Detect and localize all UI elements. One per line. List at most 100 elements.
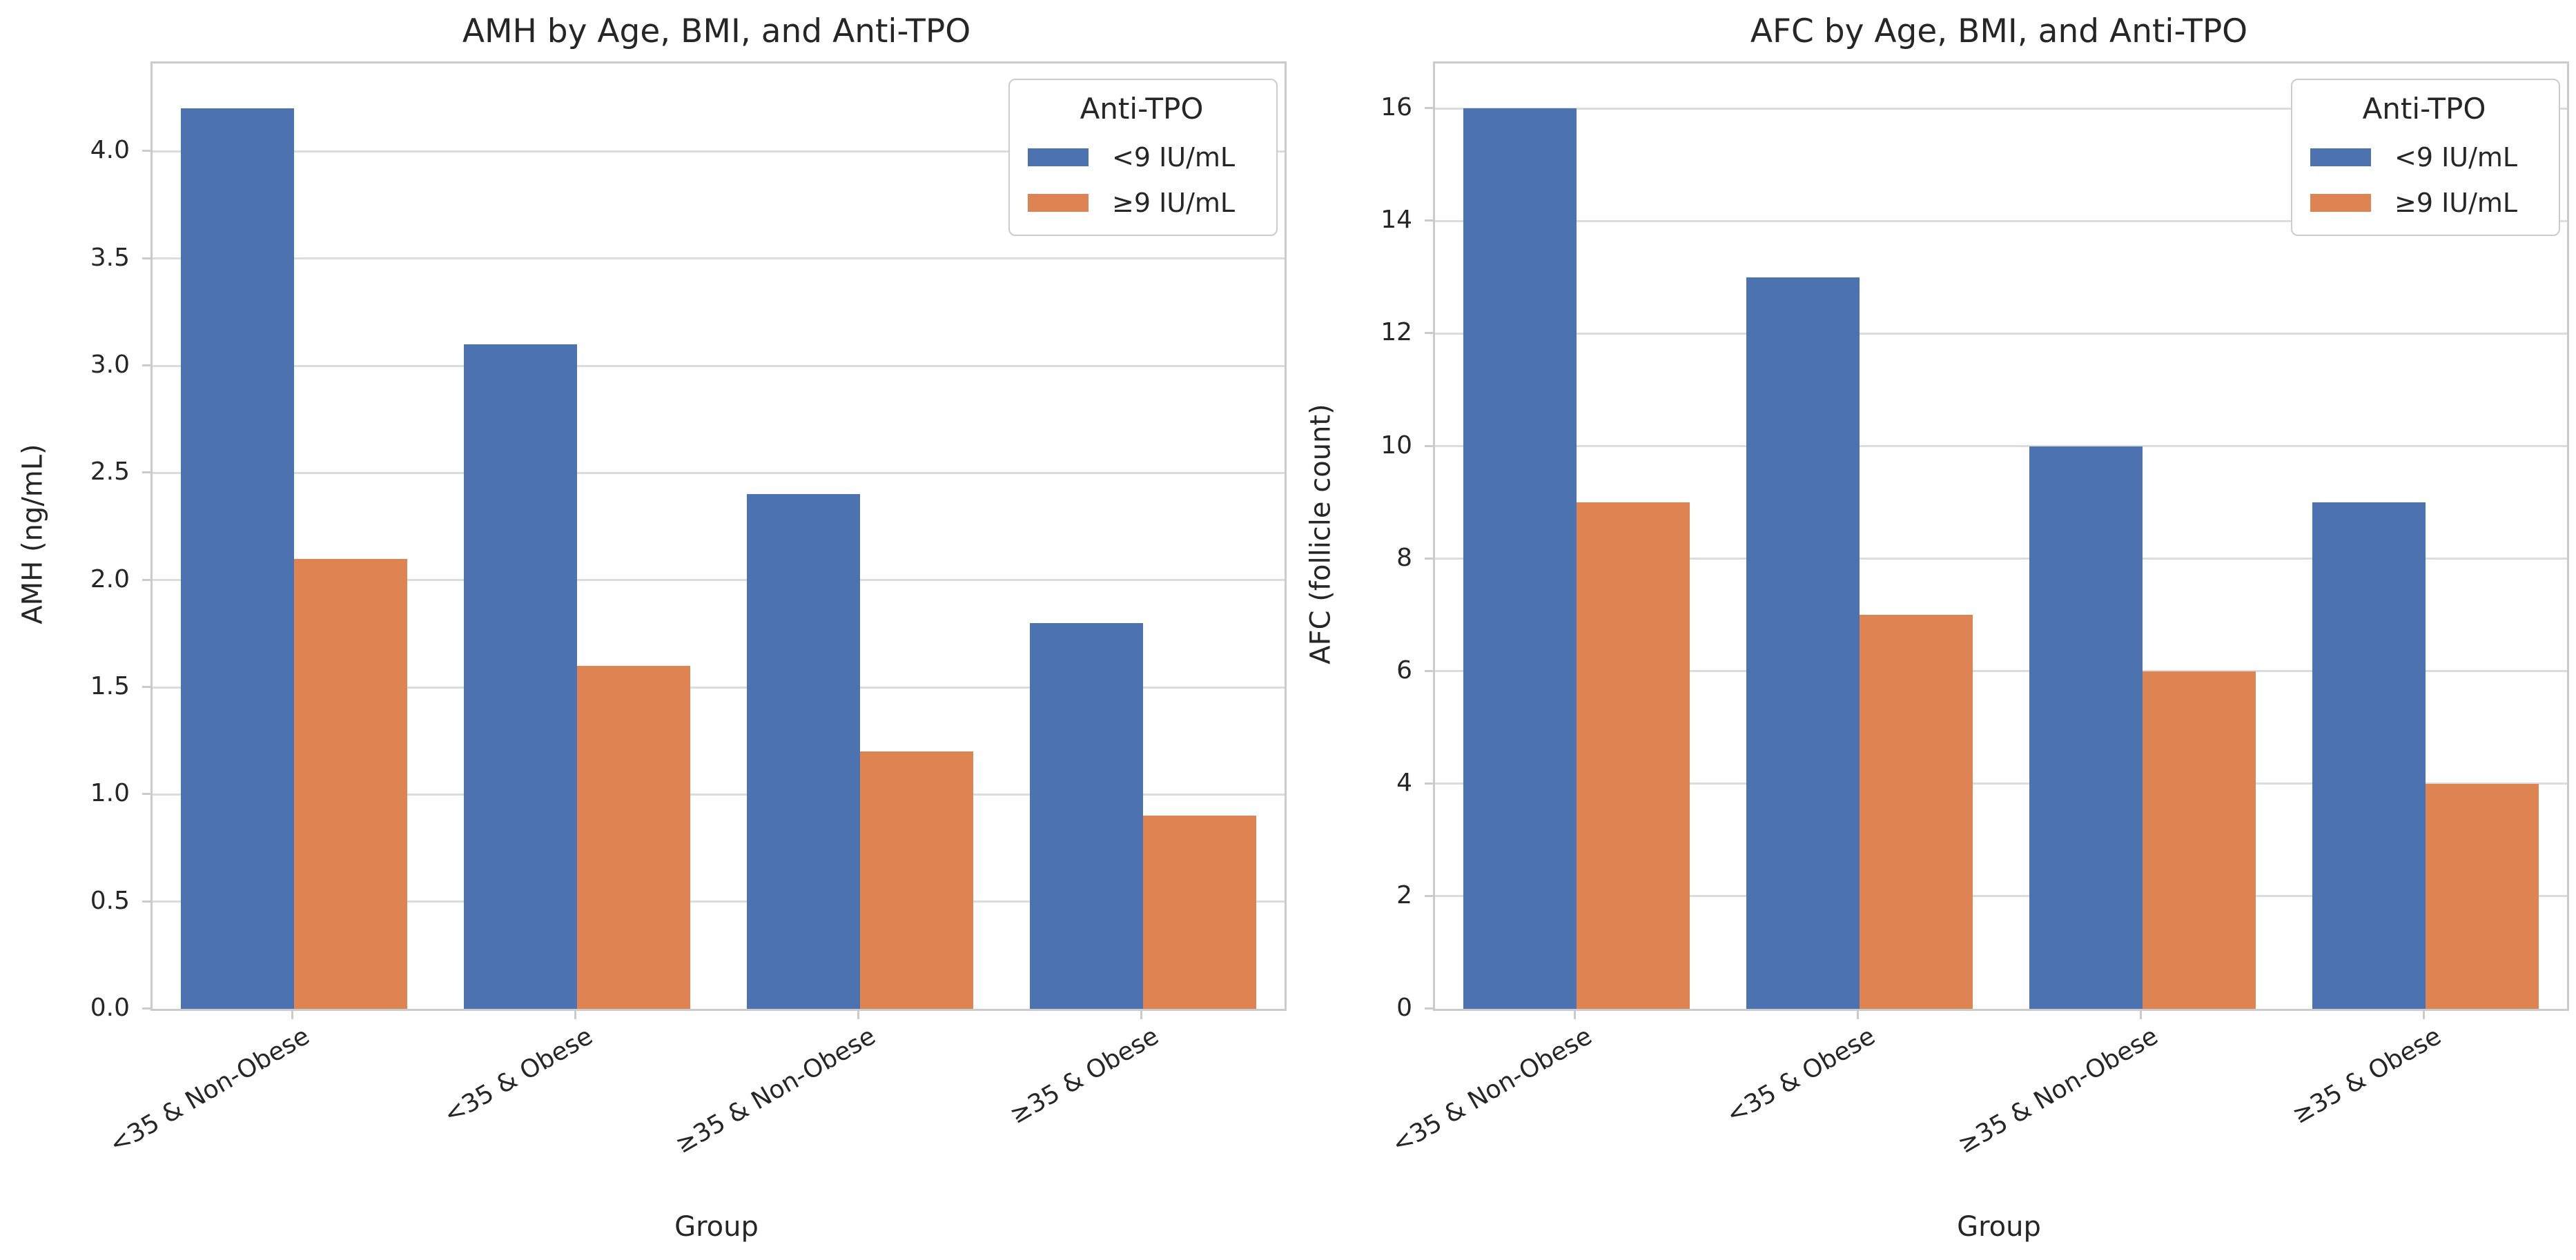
gridline — [153, 364, 1285, 367]
bar — [1746, 277, 1860, 1009]
y-tick-label: 4 — [1396, 768, 1412, 797]
y-tick-label: 14 — [1380, 206, 1412, 235]
bar — [294, 558, 407, 1009]
x-axis-label: Group — [674, 1211, 759, 1243]
legend-swatch-blue — [1028, 148, 1089, 166]
y-tick-label: 1.5 — [90, 672, 130, 700]
bar — [1860, 615, 1973, 1009]
y-tick-label: 12 — [1380, 318, 1412, 347]
gridline — [1435, 219, 2567, 222]
plot-area: Anti-TPO <9 IU/mL ≥9 IU/mL — [150, 61, 1287, 1011]
y-tick-label: 16 — [1380, 93, 1412, 122]
y-tick-label: 6 — [1396, 656, 1412, 685]
x-tick-mark — [2422, 1011, 2425, 1019]
bar — [860, 751, 973, 1009]
y-tick-mark — [1425, 332, 1433, 335]
y-tick-mark — [142, 257, 150, 259]
y-tick-label: 0 — [1396, 994, 1412, 1022]
y-tick-label: 4.0 — [90, 136, 130, 165]
legend: Anti-TPO <9 IU/mL ≥9 IU/mL — [2291, 79, 2560, 236]
gridline — [1435, 445, 2567, 448]
bar — [2143, 671, 2256, 1009]
legend-label: ≥9 IU/mL — [2394, 188, 2518, 218]
y-tick-label: 0.0 — [90, 994, 130, 1022]
gridline — [153, 150, 1285, 152]
y-tick-label: 2.5 — [90, 457, 130, 486]
y-tick-mark — [1425, 782, 1433, 785]
legend-entry: <9 IU/mL — [1028, 142, 1256, 173]
bar — [2029, 446, 2143, 1009]
y-tick-mark — [142, 793, 150, 796]
bar — [1577, 502, 1690, 1009]
bar — [181, 108, 294, 1009]
y-tick-mark — [142, 1007, 150, 1010]
x-tick-label-text: ≥35 & Non-Obese — [670, 1022, 881, 1159]
x-tick-label-text: <35 & Obese — [439, 1022, 598, 1130]
y-tick-mark — [1425, 894, 1433, 897]
y-tick-mark — [1425, 1007, 1433, 1010]
plot-area: Anti-TPO <9 IU/mL ≥9 IU/mL — [1433, 61, 2569, 1011]
bar — [2312, 502, 2426, 1009]
x-tick-label-text: ≥35 & Obese — [1005, 1022, 1164, 1130]
chart-title: AFC by Age, BMI, and Anti-TPO — [1750, 12, 2248, 50]
x-tick-label-text: <35 & Obese — [1721, 1022, 1880, 1130]
y-tick-mark — [142, 364, 150, 367]
legend-swatch-orange — [1028, 194, 1089, 212]
gridline — [1435, 332, 2567, 335]
x-tick-mark — [1856, 1011, 1859, 1019]
x-tick-label-text: <35 & Non-Obese — [104, 1022, 315, 1159]
y-tick-mark — [1425, 557, 1433, 560]
y-tick-label: 10 — [1380, 431, 1412, 460]
x-tick-label-text: ≥35 & Non-Obese — [1953, 1022, 2163, 1159]
y-tick-mark — [1425, 107, 1433, 110]
y-tick-label: 1.0 — [90, 779, 130, 808]
gridline — [1435, 670, 2567, 673]
legend: Anti-TPO <9 IU/mL ≥9 IU/mL — [1008, 79, 1278, 236]
legend-label: <9 IU/mL — [1112, 142, 1236, 173]
x-axis-label: Group — [1957, 1211, 2041, 1243]
y-tick-mark — [142, 471, 150, 474]
gridline — [153, 579, 1285, 582]
x-tick-mark — [857, 1011, 859, 1019]
x-tick-mark — [291, 1011, 293, 1019]
y-tick-mark — [1425, 669, 1433, 672]
bar — [577, 665, 690, 1009]
legend-entry: ≥9 IU/mL — [1028, 188, 1256, 218]
legend-swatch-blue — [2310, 148, 2371, 166]
legend-entry: ≥9 IU/mL — [2310, 188, 2538, 218]
x-tick-mark — [1140, 1011, 1142, 1019]
gridline — [153, 900, 1285, 903]
gridline — [1435, 558, 2567, 560]
gridline — [1435, 895, 2567, 898]
y-tick-label: 8 — [1396, 543, 1412, 572]
y-tick-label: 3.0 — [90, 351, 130, 380]
y-tick-label: 2 — [1396, 880, 1412, 909]
bar — [1143, 816, 1256, 1009]
gridline — [1435, 107, 2567, 110]
legend-label: <9 IU/mL — [2394, 142, 2518, 173]
bar — [747, 494, 860, 1009]
gridline — [1435, 782, 2567, 785]
gridline — [153, 471, 1285, 474]
y-tick-mark — [1425, 444, 1433, 447]
x-tick-mark — [1573, 1011, 1576, 1019]
y-tick-mark — [142, 900, 150, 903]
legend-title: Anti-TPO — [2362, 92, 2486, 126]
x-tick-mark — [574, 1011, 576, 1019]
chart-title: AMH by Age, BMI, and Anti-TPO — [462, 12, 971, 50]
gridline — [153, 793, 1285, 796]
bar — [464, 344, 577, 1009]
legend-entry: <9 IU/mL — [2310, 142, 2538, 173]
bar — [1030, 622, 1143, 1009]
y-tick-mark — [142, 686, 150, 688]
gridline — [153, 686, 1285, 689]
y-tick-mark — [142, 578, 150, 581]
y-tick-label: 0.5 — [90, 886, 130, 915]
gridline — [153, 257, 1285, 260]
bar — [2426, 783, 2539, 1009]
y-tick-mark — [142, 150, 150, 152]
amh-chart-panel: AMH by Age, BMI, and Anti-TPO AMH (ng/mL… — [10, 12, 1287, 1243]
legend-title: Anti-TPO — [1080, 92, 1204, 126]
y-tick-mark — [1425, 219, 1433, 222]
y-axis-label: AMH (ng/mL) — [10, 61, 57, 1007]
